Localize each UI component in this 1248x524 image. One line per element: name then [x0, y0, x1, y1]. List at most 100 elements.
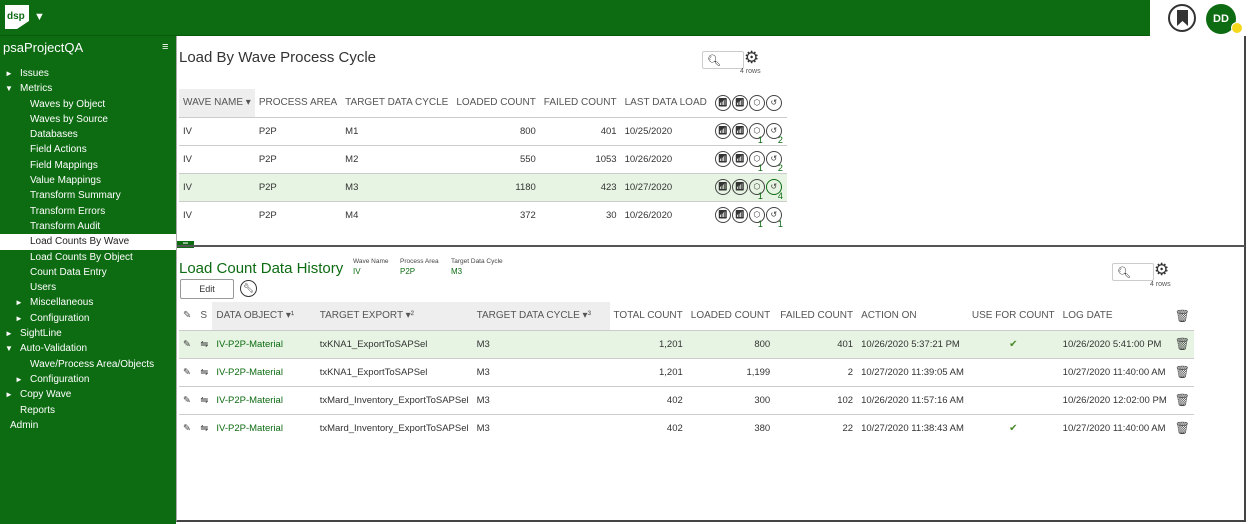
sidebar-item[interactable]: Users	[0, 280, 176, 295]
box-count[interactable]: 1	[757, 162, 763, 173]
cell-data-object[interactable]: IV-P2P-Material	[212, 329, 316, 358]
chart-icon[interactable]: 📶︎	[714, 207, 731, 224]
sidebar-item[interactable]: Count Data Entry	[0, 265, 176, 280]
collapsed-arrow-icon[interactable]: ►	[5, 69, 13, 78]
col-s[interactable]: S	[196, 302, 213, 331]
sidebar-item[interactable]: Transform Audit	[0, 219, 176, 234]
col-action-on[interactable]: ACTION ON	[857, 302, 968, 331]
top-gear-icon[interactable]: ⚙	[744, 48, 760, 67]
box-count[interactable]: 1	[757, 218, 763, 229]
sidebar-item[interactable]: ► Miscellaneous	[0, 295, 176, 310]
expanded-arrow-icon[interactable]: ▼	[5, 344, 13, 354]
table-row[interactable]: IV P2P M4 372 30 10/26/2020 📶︎ 📶︎ ⬡ ↺ 1 1	[179, 200, 787, 229]
bottom-gear-icon[interactable]: ⚙	[1154, 260, 1170, 279]
bookmark-icon[interactable]	[1168, 4, 1196, 32]
cell-data-object[interactable]: IV-P2P-Material	[212, 385, 316, 414]
chart-icon[interactable]: 📶︎	[714, 123, 731, 139]
col-target-export[interactable]: TARGET EXPORT ▾²	[315, 302, 473, 331]
history-icon[interactable]: ↺	[765, 94, 782, 111]
history-icon[interactable]: ↺	[765, 179, 782, 195]
chart-icon[interactable]: 📶︎	[731, 94, 748, 111]
table-row[interactable]: IV P2P M3 1180 423 10/27/2020 📶︎ 📶︎ ⬡ ↺ 1 4	[179, 172, 787, 201]
sidebar-item[interactable]: Waves by Object	[0, 97, 176, 112]
history-count[interactable]: 1	[777, 218, 783, 229]
sidebar-item[interactable]: Waves by Source	[0, 112, 176, 127]
table-row[interactable]: ✎ ⇋ IV-P2P-Material txKNA1_ExportToSAPSel M3…	[179, 357, 1194, 386]
chart-icon[interactable]: 📶︎	[731, 207, 748, 224]
trash-icon[interactable]: 🗑︎	[1174, 421, 1190, 436]
app-menu-caret-icon[interactable]: ▼	[34, 11, 45, 23]
bottom-search-input[interactable]: 🔍︎	[1112, 263, 1154, 281]
table-row[interactable]: ✎ ⇋ IV-P2P-Material txKNA1_ExportToSAPSel M3…	[179, 329, 1194, 358]
col-use-for-count[interactable]: USE FOR COUNT	[967, 302, 1059, 331]
row-s-icon[interactable]: ⇋	[196, 357, 213, 386]
panel-splitter[interactable]	[177, 245, 1245, 247]
col-target-data-cycle-b[interactable]: TARGET DATA CYCLE ▾³	[472, 302, 610, 331]
col-last-data-load[interactable]: LAST DATA LOAD	[620, 89, 711, 118]
col-log-date[interactable]: LOG DATE	[1058, 302, 1171, 331]
row-s-icon[interactable]: ⇋	[196, 329, 213, 358]
col-failed-count-b[interactable]: FAILED COUNT	[774, 302, 858, 331]
chart-icon[interactable]: 📶︎	[714, 179, 731, 195]
collapsed-arrow-icon[interactable]: ►	[5, 329, 13, 339]
box-icon[interactable]: ⬡	[748, 123, 765, 139]
dsp-logo[interactable]: dsp	[4, 4, 30, 30]
collapsed-arrow-icon[interactable]: ►	[15, 313, 23, 323]
wrench-icon[interactable]: 🔧︎	[240, 280, 257, 297]
sidebar-item[interactable]: Load Counts By Wave	[0, 234, 176, 250]
chart-icon[interactable]: 📶︎	[731, 151, 748, 167]
sidebar-item[interactable]: Transform Summary	[0, 188, 176, 203]
sidebar-item[interactable]: Field Actions	[0, 142, 176, 157]
sidebar-item[interactable]: ► SightLine	[0, 326, 176, 341]
trash-icon[interactable]: 🗑︎	[1174, 365, 1190, 379]
history-count[interactable]: 2	[777, 134, 783, 145]
sidebar-item[interactable]: Transform Errors	[0, 204, 176, 219]
box-count[interactable]: 1	[757, 134, 763, 145]
history-icon[interactable]: ↺	[765, 123, 782, 139]
col-failed-count[interactable]: FAILED COUNT	[539, 89, 621, 118]
box-icon[interactable]: ⬡	[748, 151, 765, 167]
sidebar-item[interactable]: Field Mappings	[0, 158, 176, 173]
row-edit-icon[interactable]: ✎	[179, 385, 197, 414]
collapsed-arrow-icon[interactable]: ►	[15, 298, 23, 308]
splitter-handle[interactable]: ═	[177, 240, 194, 248]
sidebar-item[interactable]: Databases	[0, 127, 176, 142]
sidebar-item[interactable]: Reports	[0, 403, 176, 418]
row-s-icon[interactable]: ⇋	[196, 385, 213, 414]
sidebar-item[interactable]: ▼ Auto-Validation	[0, 341, 176, 356]
chart-icon[interactable]: 📶︎	[714, 94, 731, 111]
box-count[interactable]: 1	[757, 190, 763, 201]
box-icon[interactable]: ⬡	[748, 94, 765, 111]
table-row[interactable]: ✎ ⇋ IV-P2P-Material txMard_Inventory_Export…	[179, 413, 1194, 442]
history-icon[interactable]: ↺	[765, 151, 782, 167]
history-count[interactable]: 4	[777, 190, 783, 201]
table-row[interactable]: IV P2P M2 550 1053 10/26/2020 📶︎ 📶︎ ⬡ ↺ 1 2	[179, 144, 787, 173]
col-loaded-count-b[interactable]: LOADED COUNT	[686, 302, 775, 331]
collapsed-arrow-icon[interactable]: ►	[5, 390, 13, 400]
trash-icon[interactable]: 🗑︎	[1174, 337, 1190, 351]
table-row[interactable]: IV P2P M1 800 401 10/25/2020 📶︎ 📶︎ ⬡ ↺ 1 2	[179, 116, 787, 145]
box-icon[interactable]: ⬡	[748, 179, 765, 195]
row-edit-icon[interactable]: ✎	[179, 329, 197, 358]
chart-icon[interactable]: 📶︎	[731, 179, 748, 195]
sidebar-item[interactable]: ▼ Metrics	[0, 81, 176, 96]
user-avatar[interactable]: DD	[1206, 4, 1236, 34]
cell-data-object[interactable]: IV-P2P-Material	[212, 357, 316, 386]
sidebar-item[interactable]: ► Configuration	[0, 372, 176, 387]
sidebar-item[interactable]: Admin	[0, 418, 176, 433]
sidebar-item[interactable]: Value Mappings	[0, 173, 176, 188]
table-row[interactable]: ✎ ⇋ IV-P2P-Material txMard_Inventory_Export…	[179, 385, 1194, 414]
col-wave-name[interactable]: WAVE NAME ▾	[179, 89, 255, 118]
box-icon[interactable]: ⬡	[748, 207, 765, 224]
sidebar-item[interactable]: Wave/Process Area/Objects	[0, 357, 176, 372]
cell-data-object[interactable]: IV-P2P-Material	[212, 413, 316, 442]
col-total-count[interactable]: TOTAL COUNT	[609, 302, 687, 331]
trash-icon[interactable]: 🗑︎	[1174, 393, 1190, 407]
history-icon[interactable]: ↺	[765, 207, 782, 224]
col-loaded-count[interactable]: LOADED COUNT	[452, 89, 540, 118]
sidebar-item[interactable]: ► Copy Wave	[0, 387, 176, 402]
sidebar-item[interactable]: ► Configuration	[0, 311, 176, 326]
row-edit-icon[interactable]: ✎	[179, 357, 197, 386]
col-target-data-cycle[interactable]: TARGET DATA CYCLE	[341, 89, 453, 118]
row-edit-icon[interactable]: ✎	[179, 413, 197, 442]
